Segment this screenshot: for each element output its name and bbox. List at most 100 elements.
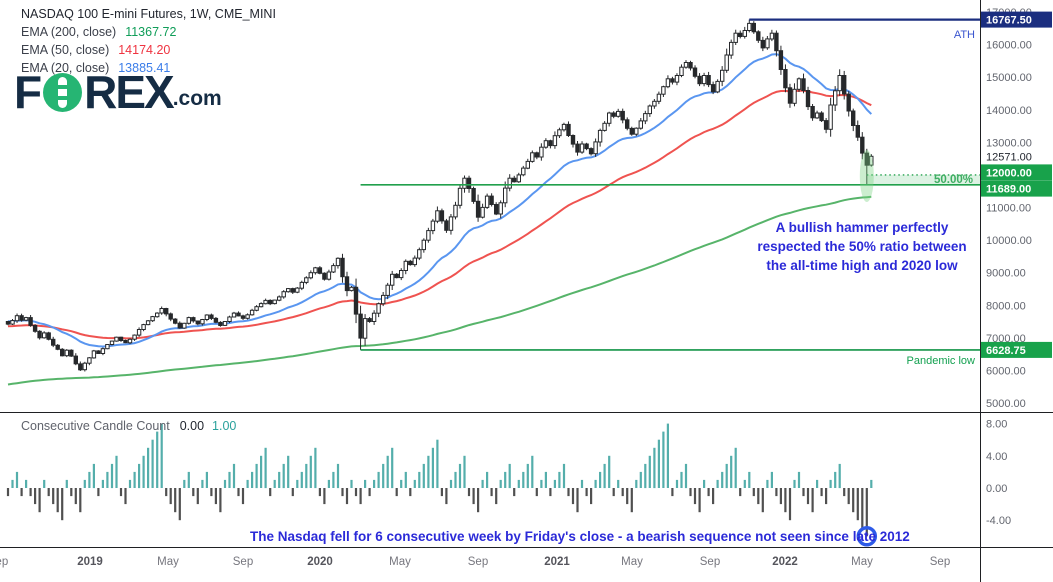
symbol-title[interactable]: NASDAQ 100 E-mini Futures, 1W, CME_MINI xyxy=(21,7,276,21)
price-axis[interactable]: 17000.0016000.0015000.0014000.0013000.00… xyxy=(981,7,1052,410)
histogram-bar xyxy=(793,479,796,488)
candle-body xyxy=(299,281,305,289)
candle-body xyxy=(5,321,11,325)
histogram-bar xyxy=(309,455,312,488)
hammer-highlight-ellipse[interactable] xyxy=(859,150,874,202)
histogram-bar xyxy=(580,479,584,488)
histogram-bar xyxy=(183,479,186,488)
price-badge-green xyxy=(981,164,1052,181)
histogram-bar xyxy=(83,479,86,488)
histogram-bar xyxy=(639,471,642,488)
candle-body xyxy=(435,210,440,222)
histogram-bar xyxy=(481,479,484,488)
histogram-bar xyxy=(797,471,801,488)
ema-50-line[interactable] xyxy=(7,89,872,340)
candle-body xyxy=(525,160,530,169)
candle-body xyxy=(290,288,296,293)
histogram-bar xyxy=(264,447,267,489)
histogram-bar xyxy=(269,488,272,497)
histogram-bar xyxy=(843,488,846,497)
candle-body xyxy=(177,322,183,329)
histogram-bar xyxy=(79,488,82,513)
histogram-bar xyxy=(201,479,204,488)
histogram-bar xyxy=(43,479,46,488)
candle-body xyxy=(209,314,214,319)
histogram-bar xyxy=(549,488,552,497)
fifty-percent-zone[interactable] xyxy=(866,174,980,185)
histogram-bar xyxy=(698,488,701,513)
candle-body xyxy=(448,216,454,231)
histogram-bar xyxy=(169,488,172,505)
histogram-bar xyxy=(680,471,683,488)
indicator-axis[interactable]: 8.00 4.00 0.00 -4.00 xyxy=(986,419,1011,528)
candle-body xyxy=(240,315,246,319)
candle-body xyxy=(204,314,210,320)
histogram-bar xyxy=(431,447,434,489)
histogram-bar xyxy=(806,488,810,505)
candle-body xyxy=(638,120,643,129)
candle-body xyxy=(73,355,78,365)
candle-body xyxy=(28,317,33,326)
candle-body xyxy=(295,287,300,293)
candle-body xyxy=(475,200,481,218)
histogram-bar xyxy=(382,463,385,489)
candle-body xyxy=(575,143,580,153)
histogram-bar xyxy=(617,479,620,488)
histogram-bar xyxy=(540,479,543,488)
price-badge-label: 12571.00 xyxy=(986,151,1032,163)
candle-body xyxy=(132,334,137,340)
candle-body xyxy=(489,195,494,206)
ema-50-legend[interactable]: EMA (50, close) 14174.20 xyxy=(21,43,276,57)
time-axis[interactable]: Sep 2019 May Sep 2020 May Sep 2021 May Sep 2022 May… xyxy=(0,556,950,568)
histogram-bar xyxy=(784,488,787,513)
candle-body xyxy=(462,177,467,189)
candle-body xyxy=(159,308,164,314)
histogram-bar xyxy=(779,488,782,505)
histogram-bar xyxy=(409,488,412,497)
histogram-bar xyxy=(458,463,462,489)
indicator-title: Consecutive Candle Count xyxy=(21,419,170,433)
histogram-bar xyxy=(576,488,579,513)
candle-body xyxy=(376,303,381,314)
ema-50-value: 14174.20 xyxy=(118,43,171,57)
circled-bar-marker[interactable] xyxy=(856,526,878,547)
annotation-bullish-hammer[interactable]: A bullish hammer perfectly respected the… xyxy=(757,220,967,273)
candle-body xyxy=(145,320,151,326)
histogram-bar xyxy=(56,488,59,513)
histogram-bar xyxy=(594,479,597,488)
ema-20-legend[interactable]: EMA (20, close) 13885.41 xyxy=(21,61,276,75)
histogram-bar xyxy=(368,488,371,497)
ema-20-line[interactable] xyxy=(7,53,873,348)
candle-body xyxy=(155,312,160,318)
histogram-bar xyxy=(662,431,665,488)
candle-body xyxy=(263,299,268,305)
indicator-legend[interactable]: Consecutive Candle Count 0.00 1.00 xyxy=(21,419,236,433)
candle-body xyxy=(494,204,499,215)
histogram-bar xyxy=(490,488,493,497)
drawings[interactable] xyxy=(360,18,980,351)
candle-body xyxy=(471,188,476,202)
logo-dotcom: .com xyxy=(172,87,222,110)
candle-body xyxy=(272,299,277,305)
histogram-bar xyxy=(648,455,651,488)
histogram-bar xyxy=(128,479,132,488)
histogram-bar xyxy=(558,471,561,488)
histogram-bar xyxy=(305,463,308,489)
histogram-bar xyxy=(142,455,145,488)
price-tick-label: 5000.00 xyxy=(986,398,1026,410)
histogram-bar xyxy=(657,439,660,488)
candle-body xyxy=(566,123,571,137)
candle-body xyxy=(521,167,526,176)
histogram-bar xyxy=(418,471,421,488)
ema-200-legend[interactable]: EMA (200, close) 11367.72 xyxy=(21,25,276,39)
histogram-bar xyxy=(703,479,706,488)
price-tick-label: 8000.00 xyxy=(986,300,1026,312)
ema-200-line[interactable] xyxy=(7,195,872,386)
candle-body xyxy=(833,90,838,106)
annotation-bearish-sequence[interactable]: The Nasdaq fell for 6 consecutive week b… xyxy=(250,529,910,544)
histogram-bar xyxy=(70,488,73,497)
candle-body xyxy=(222,321,228,326)
candle-body xyxy=(118,336,124,342)
candle-body xyxy=(136,329,142,336)
